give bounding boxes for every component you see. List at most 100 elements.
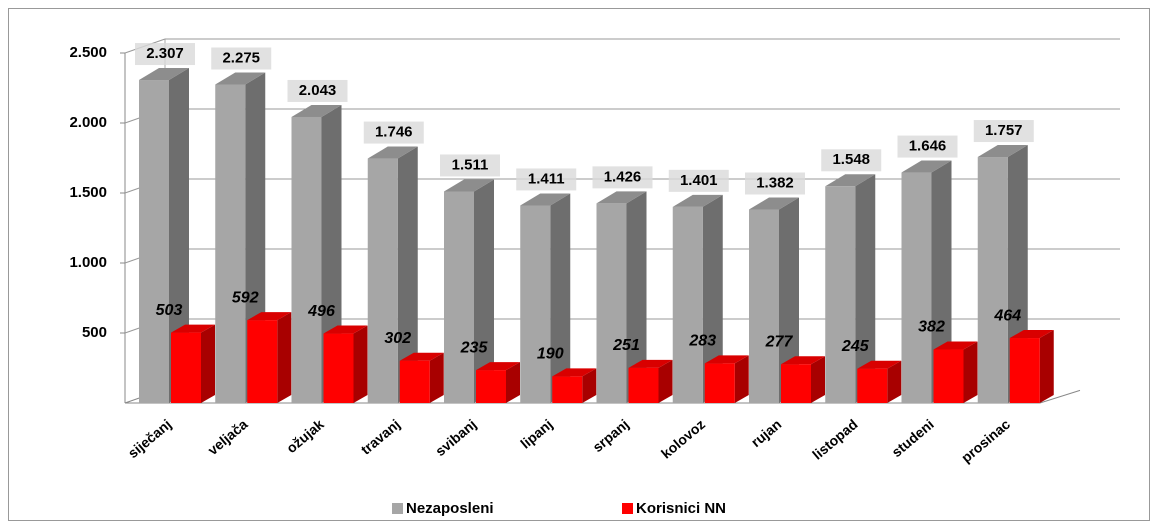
bar-side (169, 68, 189, 404)
value-label: 235 (460, 339, 489, 356)
bar-top (552, 368, 597, 377)
bar-side (201, 324, 215, 403)
value-label: 2.043 (299, 82, 337, 99)
value-label: 1.382 (756, 174, 794, 191)
value-label: 1.511 (452, 156, 489, 173)
value-label: 464 (993, 307, 1021, 324)
legend-swatch (392, 503, 403, 514)
bar (977, 157, 1008, 403)
bar-top (215, 72, 266, 85)
bar-top (781, 356, 825, 365)
bar-side (582, 368, 597, 403)
bar-side (658, 359, 673, 403)
bar (444, 191, 474, 403)
bar (139, 80, 169, 404)
y-tick-label: 2.500 (69, 44, 107, 61)
bar-side (779, 197, 799, 403)
bar-side (1039, 330, 1054, 403)
bar-side (734, 355, 749, 403)
bar (825, 186, 856, 403)
value-label: 1.646 (909, 138, 947, 155)
value-label: 1.548 (832, 151, 870, 168)
y-tick-label: 2.000 (69, 114, 107, 131)
bar (628, 367, 659, 403)
bar (291, 116, 322, 403)
y-tick-label: 1.500 (69, 184, 107, 201)
bar (933, 349, 964, 403)
value-label: 283 (688, 333, 716, 350)
bar-side (397, 146, 418, 403)
bar-side (353, 325, 368, 403)
bar-top (520, 193, 571, 206)
bar (215, 84, 246, 403)
legend-label: Nezaposleni (406, 500, 494, 517)
legend-label: Korisnici NN (636, 500, 726, 517)
bar-top (399, 352, 444, 361)
value-label: 1.426 (604, 168, 642, 185)
bar-top (291, 104, 342, 117)
bar-side (963, 341, 978, 403)
value-label-box (592, 166, 653, 189)
bar-side (811, 356, 825, 403)
bar-side (474, 179, 494, 403)
value-label: 503 (156, 302, 183, 319)
value-label: 2.275 (222, 49, 260, 66)
bar (399, 360, 430, 403)
bar (901, 172, 932, 403)
bar-top (825, 174, 876, 187)
bar-top (857, 360, 902, 369)
bar (704, 363, 735, 403)
bar (520, 205, 551, 403)
value-label: 496 (307, 303, 335, 320)
bar-top (444, 179, 494, 192)
bar (552, 376, 583, 403)
value-label-box (668, 169, 729, 192)
value-label-box (516, 168, 577, 191)
bar (367, 158, 398, 403)
bar-top (171, 324, 215, 333)
bar (323, 333, 354, 403)
value-label: 2.307 (146, 45, 184, 62)
value-label: 592 (232, 289, 259, 306)
bar-top (596, 191, 647, 204)
bar-top (247, 312, 292, 321)
bar (1009, 338, 1040, 403)
bar-top (323, 325, 368, 334)
bar-side (506, 362, 520, 403)
value-label: 382 (918, 319, 945, 336)
value-label-box (897, 135, 958, 158)
bar-top (367, 146, 418, 159)
bar-top (628, 359, 673, 368)
bar (672, 206, 703, 403)
bar-top (901, 160, 952, 173)
bar (476, 370, 506, 403)
value-label-box (821, 149, 882, 172)
value-label: 1.757 (985, 122, 1023, 139)
bar-top (672, 194, 723, 207)
value-label: 190 (537, 346, 564, 363)
value-label: 1.746 (375, 124, 413, 141)
value-label-box (363, 121, 424, 144)
bar (857, 368, 888, 403)
bar-side (855, 174, 876, 403)
value-label: 302 (384, 330, 411, 347)
value-label: 1.401 (680, 172, 718, 189)
bar-top (139, 68, 189, 81)
value-label-box (211, 47, 272, 70)
value-label: 1.411 (528, 170, 565, 187)
value-label-box (440, 154, 500, 177)
value-label: 251 (612, 337, 640, 354)
value-label-box (287, 79, 348, 102)
bar-top (977, 145, 1028, 158)
value-label-box (973, 120, 1034, 143)
bar-top (749, 197, 799, 210)
y-tick-label: 1.000 (69, 254, 107, 271)
value-label: 245 (841, 338, 870, 355)
bar-side (887, 360, 902, 403)
bar (171, 332, 201, 403)
bar-side (702, 194, 723, 403)
bar-side (277, 312, 292, 403)
bar-side (550, 193, 571, 403)
y-tick-label: 500 (82, 324, 107, 341)
